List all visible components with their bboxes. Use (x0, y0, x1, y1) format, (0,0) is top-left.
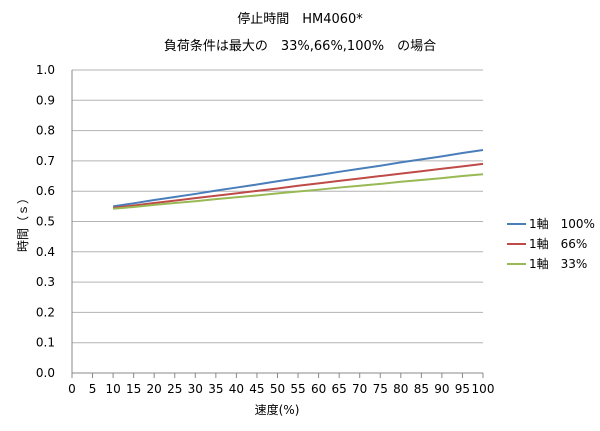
series-line (112, 149, 484, 208)
series-line (112, 162, 484, 209)
y-tick-label: 0.4 (36, 245, 55, 259)
x-tick-label: 25 (167, 382, 182, 396)
y-tick-label: 0.9 (36, 93, 55, 107)
x-tick-label: 0 (68, 382, 76, 396)
x-tick-label: 85 (414, 382, 429, 396)
y-tick-label: 1.0 (36, 63, 55, 77)
x-tick-label: 5 (89, 382, 97, 396)
x-tick-label: 95 (455, 382, 470, 396)
x-tick-label: 70 (352, 382, 367, 396)
series-line (113, 173, 484, 210)
y-tick-label: 0.6 (36, 184, 55, 198)
y-tick-label: 0.1 (36, 336, 55, 350)
x-tick-label: 45 (249, 382, 264, 396)
x-tick-label: 15 (126, 382, 141, 396)
x-tick-label: 10 (105, 382, 120, 396)
y-axis-label: 時間（ｓ） (16, 192, 30, 252)
x-tick-label: 20 (147, 382, 162, 396)
x-tick-label: 90 (434, 382, 449, 396)
y-tick-label: 0.2 (36, 305, 55, 319)
y-tick-label: 0.3 (36, 275, 55, 289)
x-tick-label: 60 (311, 382, 326, 396)
y-tick-label: 0.5 (36, 215, 55, 229)
y-tick-label: 0.8 (36, 124, 55, 138)
legend-label: 1軸 33% (529, 257, 587, 271)
x-tick-label: 50 (270, 382, 285, 396)
x-tick-label: 80 (393, 382, 408, 396)
x-tick-label: 35 (208, 382, 223, 396)
y-tick-label: 0.0 (36, 366, 55, 380)
x-axis-label: 速度(%) (255, 402, 300, 417)
x-tick-label: 40 (229, 382, 244, 396)
y-tick-label: 0.7 (36, 154, 55, 168)
x-tick-label: 30 (188, 382, 203, 396)
x-tick-label: 55 (290, 382, 305, 396)
chart-title: 停止時間 HM4060* (237, 11, 363, 27)
x-tick-label: 75 (373, 382, 388, 396)
legend-label: 1軸 66% (529, 237, 587, 251)
x-tick-label: 100 (472, 382, 495, 396)
chart-subtitle: 負荷条件は最大の 33%,66%,100% の場合 (164, 38, 436, 54)
x-tick-label: 65 (332, 382, 347, 396)
legend-label: 1軸 100% (529, 217, 595, 231)
